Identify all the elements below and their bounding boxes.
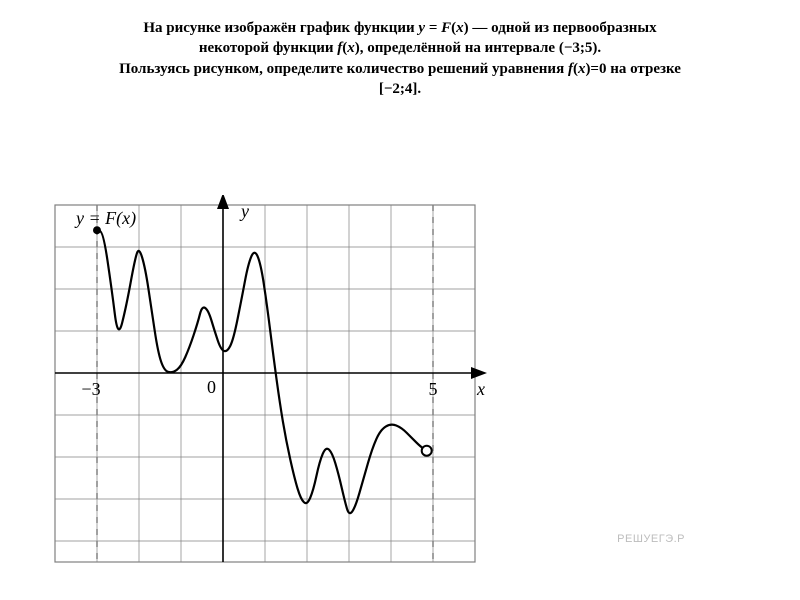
chart: y x 0 −3 5 y = F(x) РЕШУЕГЭ.Р — [35, 195, 735, 565]
t4: [−2;4]. — [379, 81, 421, 97]
t1F: F — [441, 20, 451, 36]
t1post: ) — одной из первообразных — [464, 20, 657, 36]
watermark: РЕШУЕГЭ.Р — [617, 533, 685, 545]
t1eq: = — [425, 20, 441, 36]
t2post: ), определённой на интервале (−3;5). — [355, 40, 601, 56]
svg-text:y: y — [239, 201, 249, 221]
t2a: некоторой функции — [199, 40, 337, 56]
problem-statement: На рисунке изображён график функции y = … — [0, 0, 800, 99]
chart-svg: y x 0 −3 5 y = F(x) — [35, 195, 495, 572]
t1x: x — [456, 20, 464, 36]
t3a: Пользуясь рисунком, определите количеств… — [119, 61, 568, 77]
svg-text:5: 5 — [429, 379, 438, 399]
svg-text:0: 0 — [207, 377, 216, 397]
svg-text:−3: −3 — [81, 379, 100, 399]
svg-text:x: x — [476, 379, 485, 399]
t1a: На рисунке изображён график функции — [143, 20, 418, 36]
t2x: x — [347, 40, 355, 56]
svg-text:y = F(x): y = F(x) — [74, 208, 136, 229]
t3post: )=0 на отрезке — [585, 61, 681, 77]
